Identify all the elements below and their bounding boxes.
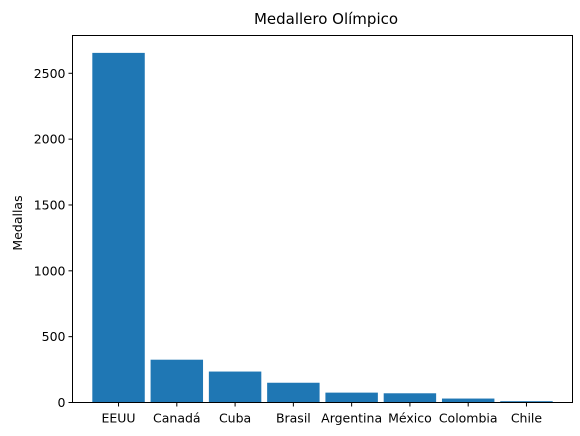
bar-méxico — [383, 393, 437, 403]
bar-chile — [500, 401, 553, 403]
y-axis-label: Medallas — [10, 195, 25, 250]
x-tick-label: Argentina — [321, 411, 382, 426]
x-tick-label: EEUU — [101, 411, 135, 426]
x-tick-label: Canadá — [153, 411, 201, 426]
y-tick-label: 1000 — [34, 263, 66, 278]
x-tick-label: México — [388, 411, 432, 426]
y-axis-ticks: 0 500 1000 1500 2000 2500 — [34, 66, 73, 410]
x-axis-ticks: EEUU Canadá Cuba Brasil Argentina México Colom… — [101, 402, 543, 426]
y-tick-label: 0 — [58, 395, 66, 410]
x-tick-label: Colombia — [439, 411, 498, 426]
plot-frame — [72, 35, 573, 403]
bars-group — [92, 52, 553, 403]
bar-canadá — [150, 359, 204, 403]
bar-argentina — [325, 392, 378, 403]
x-tick-label: Chile — [511, 411, 543, 426]
y-tick-label: 2500 — [34, 66, 66, 81]
bar-cuba — [208, 371, 262, 403]
bar-eeuu — [92, 52, 145, 403]
y-tick-label: 1500 — [34, 197, 66, 212]
y-tick-label: 500 — [42, 329, 66, 344]
bar-colombia — [441, 398, 495, 403]
x-tick-label: Cuba — [219, 411, 251, 426]
chart-title: Medallero Olímpico — [254, 10, 398, 28]
bar-brasil — [267, 382, 320, 403]
x-tick-label: Brasil — [276, 411, 311, 426]
y-tick-label: 2000 — [34, 132, 66, 147]
